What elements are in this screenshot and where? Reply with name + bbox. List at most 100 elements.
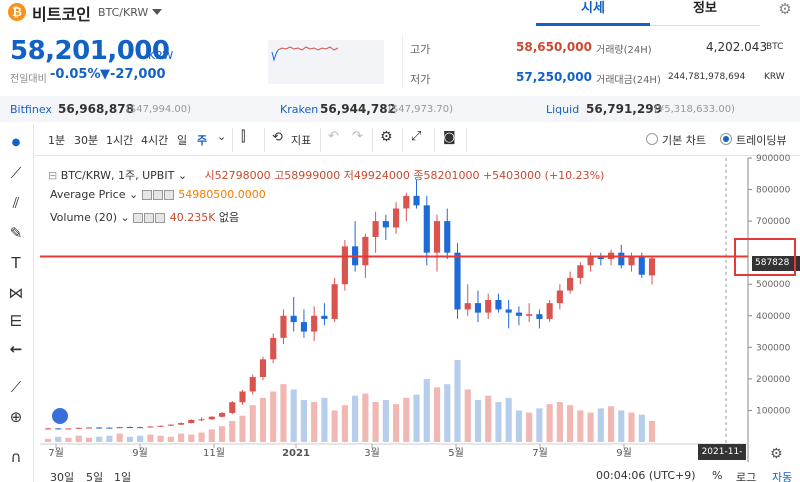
- exchange-name: Bitfinex: [10, 103, 52, 116]
- candle-body: [638, 255, 645, 275]
- range-1d[interactable]: 1일: [114, 471, 132, 482]
- interval-1h[interactable]: 1시간: [106, 134, 134, 147]
- gear-icon[interactable]: ⚙: [770, 446, 783, 462]
- candle-body: [290, 315, 297, 323]
- volume-bar: [188, 434, 195, 442]
- candle-body: [126, 427, 133, 429]
- percent-toggle[interactable]: %: [712, 469, 723, 482]
- drawing-toolbar: ● ⟋ ⫽ ✎ T ⋈ ⋿ ← ⟋ ⊕ ∩: [0, 124, 34, 482]
- log-toggle[interactable]: 로그: [736, 471, 757, 482]
- pattern-icon[interactable]: ⋈: [8, 284, 24, 302]
- tab-price[interactable]: 시세: [536, 0, 650, 26]
- candle-body: [567, 277, 574, 291]
- gear-icon[interactable]: ⚙: [778, 0, 792, 18]
- chevron-down-icon[interactable]: [152, 9, 162, 15]
- fib-icon[interactable]: ⋿: [9, 312, 23, 330]
- camera-icon[interactable]: ◙: [443, 130, 456, 145]
- volume-bar: [147, 434, 154, 442]
- settings-icon[interactable]: ⚙: [380, 129, 393, 145]
- volume-bar: [444, 384, 451, 442]
- interval-week[interactable]: 주: [197, 134, 208, 147]
- exchange-usd: ($47,994.00): [126, 104, 192, 115]
- price-unit: KRW: [148, 49, 174, 62]
- high-price: 58,650,000: [516, 40, 592, 54]
- divider: [232, 128, 233, 152]
- candle-body: [157, 425, 164, 427]
- indicator-icon[interactable]: ⟲: [272, 130, 283, 145]
- close-icon[interactable]: [163, 190, 174, 200]
- trendline-icon[interactable]: ⟋: [10, 164, 22, 182]
- candle-body: [352, 246, 359, 266]
- range-5d[interactable]: 5일: [86, 471, 104, 482]
- clock[interactable]: 00:04:06 (UTC+9): [596, 469, 696, 482]
- legend-symbol[interactable]: BTC/KRW, 1주, UPBIT: [60, 169, 175, 182]
- basic-chart-label[interactable]: 기본 차트: [662, 134, 706, 147]
- magnet-icon[interactable]: ∩: [10, 448, 22, 466]
- candle-body: [587, 255, 594, 266]
- eye-icon[interactable]: [141, 190, 152, 200]
- volume-bar: [218, 426, 226, 442]
- indicator-button[interactable]: 지표: [291, 134, 312, 147]
- volume-bar: [403, 397, 410, 442]
- ruler-icon[interactable]: ⟋: [10, 378, 22, 396]
- settings-icon[interactable]: [152, 190, 163, 200]
- tradingview-label[interactable]: 트레이딩뷰: [736, 134, 787, 147]
- high-label: 고가: [410, 43, 431, 56]
- divider: [320, 128, 321, 152]
- close-icon[interactable]: [155, 213, 166, 223]
- volume-bar: [454, 360, 461, 442]
- candle-body: [495, 300, 502, 310]
- volume-bar: [648, 420, 656, 442]
- fullscreen-icon[interactable]: ⤢: [411, 129, 422, 144]
- text-icon[interactable]: T: [11, 254, 21, 272]
- volume-bar: [157, 435, 164, 442]
- brush-icon[interactable]: ✎: [9, 224, 23, 242]
- change-label: 전일대비: [10, 74, 47, 85]
- volume-bar: [526, 412, 533, 442]
- candle-body: [137, 427, 144, 429]
- x-tick-label: 11월: [203, 447, 225, 459]
- volume-bar: [618, 410, 625, 442]
- candle-body: [597, 255, 604, 259]
- interval-day[interactable]: 일: [177, 134, 188, 147]
- interval-1m[interactable]: 1분: [48, 134, 66, 147]
- auto-toggle[interactable]: 자동: [772, 471, 793, 482]
- candle-body: [392, 208, 400, 228]
- tab-info[interactable]: 정보: [650, 0, 760, 26]
- pitchfork-icon[interactable]: ⫽: [12, 194, 20, 212]
- volume-bar: [239, 415, 246, 442]
- collapse-icon[interactable]: ⊟: [48, 169, 58, 182]
- zoom-in-icon[interactable]: ⊕: [9, 408, 23, 426]
- divider: [372, 128, 373, 152]
- chevron-down-icon[interactable]: ⌄: [129, 188, 139, 201]
- interval-30m[interactable]: 30분: [74, 134, 99, 147]
- divider: [402, 34, 403, 88]
- volume-bar: [137, 435, 144, 442]
- undo-icon[interactable]: ↶: [328, 129, 339, 144]
- volume-bar: [126, 436, 133, 442]
- chevron-down-icon[interactable]: ⌄: [177, 169, 188, 182]
- candle-type-icon[interactable]: ⫿: [241, 129, 246, 145]
- crosshair-icon[interactable]: ●: [11, 137, 21, 148]
- radio-tradingview[interactable]: [720, 133, 732, 145]
- interval-4h[interactable]: 4시간: [141, 134, 169, 147]
- redo-icon[interactable]: ↷: [352, 129, 363, 144]
- coin-name[interactable]: 비트코인: [32, 5, 91, 24]
- volume-bar: [341, 405, 348, 442]
- arrow-left-icon[interactable]: ←: [9, 340, 23, 358]
- eye-icon[interactable]: [133, 213, 144, 223]
- volume-indicator-label[interactable]: Volume (20): [50, 211, 117, 224]
- change-amount: ▼-27,000: [100, 67, 166, 82]
- coin-pair[interactable]: BTC/KRW: [98, 6, 149, 19]
- chevron-down-icon[interactable]: ⌄: [120, 211, 130, 224]
- range-30d[interactable]: 30일: [50, 471, 75, 482]
- volume-legend: Volume (20) ⌄ 40.235K 없음: [50, 209, 239, 225]
- chevron-down-icon[interactable]: ⌄: [217, 130, 227, 143]
- avg-price-label[interactable]: Average Price: [50, 188, 126, 201]
- candle-body: [229, 402, 236, 413]
- radio-basic-chart[interactable]: [646, 133, 658, 145]
- volume-bar: [628, 412, 635, 442]
- settings-icon[interactable]: [144, 213, 155, 223]
- volume-bar: [55, 436, 62, 442]
- volume-indicator-extra: 없음: [218, 211, 240, 224]
